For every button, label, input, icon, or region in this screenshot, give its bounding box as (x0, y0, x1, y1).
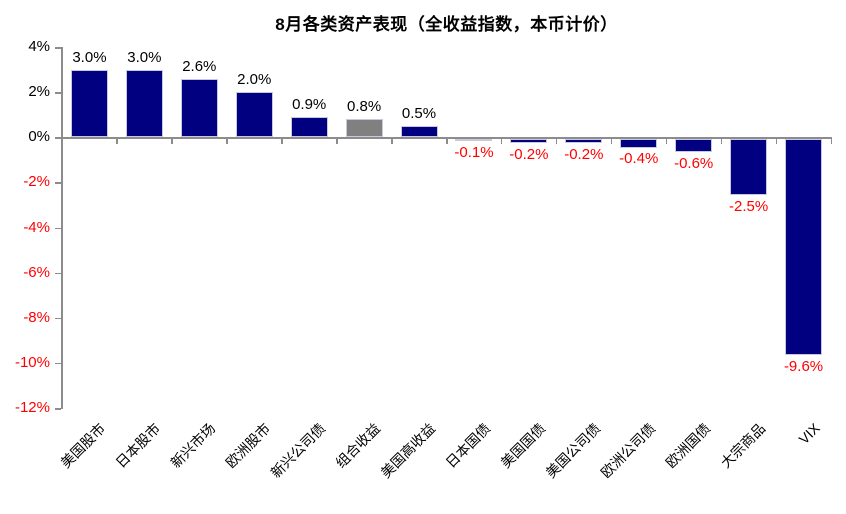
x-axis-category-label: 美国股市 (57, 420, 109, 471)
x-axis-tick (336, 137, 338, 145)
y-axis-tick (55, 317, 61, 320)
bar (620, 138, 658, 148)
y-axis-tick (55, 272, 61, 275)
bar-value-label: 0.5% (401, 104, 437, 122)
bar-value-label: -0.2% (564, 145, 604, 163)
bar (565, 138, 603, 144)
y-axis-tick (55, 227, 61, 229)
x-axis-category-label: 日本国债 (442, 420, 494, 471)
x-axis-tick (720, 137, 723, 145)
x-axis-tick (500, 137, 503, 145)
y-axis-tick-label: 4% (28, 38, 50, 55)
x-axis-category-label: 欧洲公司债 (597, 420, 659, 481)
x-axis-category-label: 美国公司债 (542, 420, 604, 481)
x-axis-category-label: 组合收益 (332, 420, 384, 471)
y-axis-tick-label: 2% (28, 83, 50, 101)
bar-value-label: 0.9% (292, 95, 327, 113)
bar (785, 138, 823, 356)
bar (510, 138, 548, 144)
y-axis-tick (55, 182, 61, 184)
bar-value-label: -0.4% (619, 150, 659, 168)
bar (730, 138, 768, 196)
x-axis-tick (61, 137, 63, 145)
bar (345, 119, 383, 138)
bar-value-label: 2.6% (182, 57, 217, 75)
bar (70, 69, 108, 138)
x-axis-tick (116, 137, 118, 145)
bar (125, 69, 163, 138)
y-axis-tick (55, 362, 61, 365)
y-axis-tick-label: -8% (23, 308, 50, 326)
bar-value-label: 0.8% (346, 98, 382, 116)
x-axis-tick (226, 137, 228, 145)
y-axis-tick-label: -2% (23, 173, 50, 191)
x-axis-category-label: 美国高收益 (377, 420, 439, 481)
bar-value-label: -0.2% (509, 145, 549, 163)
chart-title: 8月各类资产表现（全收益指数，本币计价） (275, 15, 618, 34)
x-axis-category-label: 新兴市场 (167, 420, 219, 471)
x-axis-tick (171, 137, 173, 145)
x-axis-category-label: 大宗商品 (717, 420, 768, 471)
x-axis-category-label: 欧洲股市 (222, 420, 274, 471)
y-axis-tick-label: -4% (23, 218, 50, 236)
x-axis-tick (555, 137, 558, 145)
bar-value-label: -0.6% (674, 154, 714, 172)
bar (455, 138, 493, 141)
x-axis-tick (775, 137, 778, 145)
y-axis-line (61, 47, 63, 409)
y-axis-tick-label: 0% (28, 128, 50, 146)
x-axis-category-label: 美国国债 (497, 420, 549, 471)
bar-value-label: -2.5% (729, 197, 769, 215)
x-axis-category-label: 新兴公司债 (267, 420, 329, 481)
x-axis-category-label: VIX (795, 420, 823, 448)
x-axis-category-label: 日本股市 (112, 420, 164, 471)
bar-value-label: 3.0% (72, 48, 107, 66)
y-axis-tick-label: -6% (23, 263, 50, 281)
x-axis-category-label: 欧洲国债 (662, 420, 714, 471)
bar-value-label: 3.0% (127, 48, 162, 66)
x-axis-tick (830, 137, 832, 145)
x-axis-tick (665, 137, 668, 145)
bar-value-label: -9.6% (783, 357, 824, 375)
bar (675, 138, 713, 153)
bar (290, 116, 328, 138)
x-axis-tick (281, 137, 283, 145)
x-axis-tick (610, 137, 613, 145)
bar (235, 92, 273, 138)
y-axis-tick (55, 47, 61, 49)
y-axis-tick-label: -12% (14, 399, 50, 416)
bar (180, 78, 218, 138)
x-axis-tick (391, 137, 393, 145)
bar (400, 125, 438, 138)
x-axis-tick (446, 137, 448, 145)
bar-value-label: -0.1% (454, 143, 494, 161)
y-axis-tick (55, 408, 61, 410)
y-axis-tick (55, 92, 61, 94)
y-axis-tick (55, 137, 61, 139)
y-axis-tick-label: -10% (14, 353, 50, 371)
bar-value-label: 2.0% (237, 71, 272, 89)
